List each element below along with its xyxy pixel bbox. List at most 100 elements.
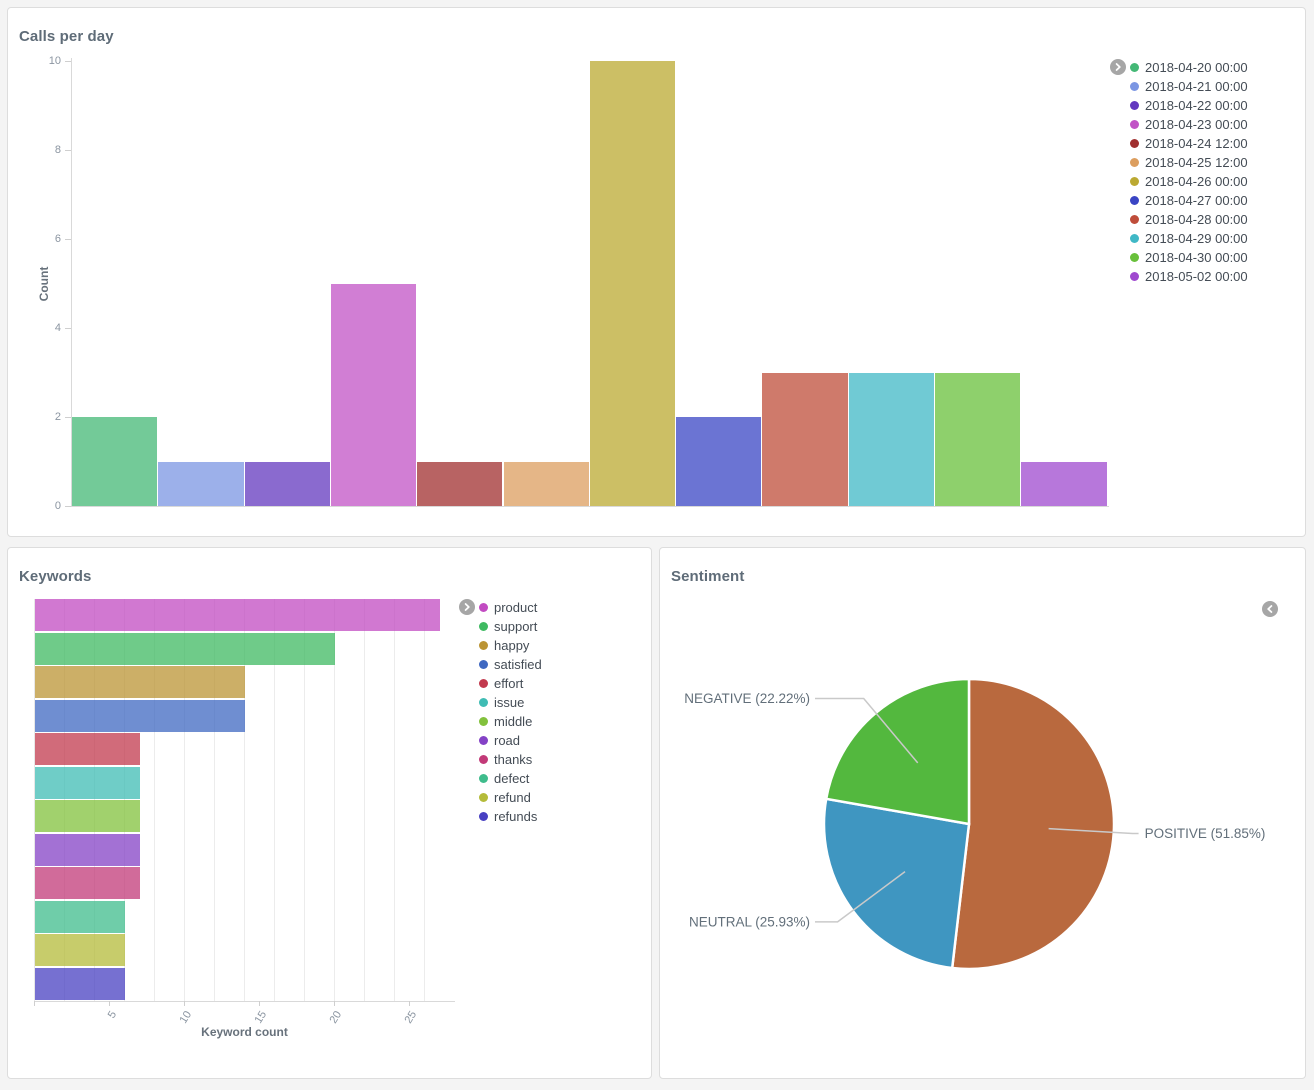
- legend-item-effort[interactable]: effort: [479, 674, 542, 693]
- legend-item-2018-04-20-00-00[interactable]: 2018-04-20 00:00: [1130, 58, 1248, 77]
- bar-2018-04-24-12-00[interactable]: [417, 461, 503, 506]
- legend-item-2018-04-28-00-00[interactable]: 2018-04-28 00:00: [1130, 210, 1248, 229]
- legend-label: refund: [494, 790, 531, 805]
- legend-label: middle: [494, 714, 533, 729]
- bar-2018-04-23-00-00[interactable]: [330, 283, 417, 506]
- pie-slice-positive[interactable]: [950, 677, 1116, 971]
- legend-toggle-button[interactable]: [459, 599, 475, 615]
- legend-dot: [1130, 196, 1139, 205]
- bar-2018-04-30-00-00[interactable]: [935, 372, 1021, 506]
- gridline: [424, 599, 425, 1001]
- keywords-legend: product support happy satisfied effort issue m…: [479, 598, 542, 826]
- legend-toggle-button[interactable]: [1110, 59, 1126, 75]
- legend-label: 2018-04-22 00:00: [1145, 98, 1248, 113]
- legend-item-2018-04-26-00-00[interactable]: 2018-04-26 00:00: [1130, 172, 1248, 191]
- y-tick-label: 2: [54, 411, 61, 423]
- bar-product[interactable]: [35, 599, 440, 631]
- legend-item-2018-04-23-00-00[interactable]: 2018-04-23 00:00: [1130, 115, 1248, 134]
- bar-defect[interactable]: [35, 900, 125, 933]
- y-axis-line: [71, 58, 72, 506]
- bar-2018-04-21-00-00[interactable]: [158, 461, 244, 506]
- legend-label: 2018-04-26 00:00: [1145, 174, 1248, 189]
- legend-label: effort: [494, 676, 524, 691]
- legend-label: issue: [494, 695, 525, 710]
- bar-thanks[interactable]: [35, 867, 140, 899]
- y-tick-label: 8: [54, 144, 61, 156]
- bar-2018-04-20-00-00[interactable]: [72, 417, 158, 506]
- pie-label-leader: [815, 871, 906, 923]
- legend-item-happy[interactable]: happy: [479, 636, 542, 655]
- legend-dot: [1130, 234, 1139, 243]
- y-axis-line: [34, 599, 35, 1001]
- legend-label: thanks: [494, 752, 533, 767]
- bar-middle[interactable]: [35, 800, 140, 832]
- pie-label-neutral: NEUTRAL (25.93%): [689, 914, 810, 929]
- gridline: [214, 599, 215, 1001]
- legend-label: 2018-04-25 12:00: [1145, 155, 1248, 170]
- bar-road[interactable]: [35, 833, 140, 866]
- legend-label: product: [494, 600, 538, 615]
- legend-item-2018-04-29-00-00[interactable]: 2018-04-29 00:00: [1130, 229, 1248, 248]
- bar-issue[interactable]: [35, 766, 140, 799]
- bar-refunds[interactable]: [35, 967, 125, 1000]
- legend-dot: [1130, 120, 1139, 129]
- panel-keywords: Keywords Keyword count product support hap…: [7, 547, 652, 1079]
- legend-label: 2018-04-21 00:00: [1145, 79, 1248, 94]
- legend-item-road[interactable]: road: [479, 731, 542, 750]
- legend-item-2018-04-27-00-00[interactable]: 2018-04-27 00:00: [1130, 191, 1248, 210]
- legend-item-issue[interactable]: issue: [479, 693, 542, 712]
- legend-label: 2018-04-30 00:00: [1145, 250, 1248, 265]
- bar-happy[interactable]: [35, 666, 245, 698]
- legend-dot: [479, 622, 488, 631]
- bar-2018-04-29-00-00[interactable]: [848, 372, 934, 506]
- panel-title-sentiment: Sentiment: [671, 568, 745, 586]
- gridline: [244, 599, 245, 1001]
- x-tick-mark: [184, 1001, 185, 1006]
- legend-item-2018-04-24-12-00[interactable]: 2018-04-24 12:00: [1130, 134, 1248, 153]
- legend-toggle-button[interactable]: [1262, 601, 1278, 617]
- legend-item-2018-05-02-00-00[interactable]: 2018-05-02 00:00: [1130, 267, 1248, 286]
- panel-title-calls-per-day: Calls per day: [19, 28, 114, 46]
- legend-item-refunds[interactable]: refunds: [479, 807, 542, 826]
- bar-support[interactable]: [35, 632, 335, 665]
- chevron-left-icon: [1265, 604, 1275, 614]
- x-tick-mark: [34, 1001, 35, 1006]
- legend-item-2018-04-21-00-00[interactable]: 2018-04-21 00:00: [1130, 77, 1248, 96]
- bar-2018-05-02-00-00[interactable]: [1021, 461, 1107, 506]
- legend-dot: [479, 717, 488, 726]
- bar-2018-04-27-00-00[interactable]: [676, 417, 762, 506]
- pie-label-negative: NEGATIVE (22.22%): [684, 691, 810, 706]
- x-tick-mark: [409, 1001, 410, 1006]
- legend-item-support[interactable]: support: [479, 617, 542, 636]
- gridline: [394, 599, 395, 1001]
- bar-effort[interactable]: [35, 733, 140, 765]
- legend-item-middle[interactable]: middle: [479, 712, 542, 731]
- legend-label: satisfied: [494, 657, 542, 672]
- bar-refund[interactable]: [35, 934, 125, 966]
- bar-satisfied[interactable]: [35, 699, 245, 732]
- pie-slice-negative[interactable]: [824, 677, 971, 826]
- x-axis-title: Keyword count: [201, 1025, 288, 1039]
- legend-item-product[interactable]: product: [479, 598, 542, 617]
- gridline: [274, 599, 275, 1001]
- legend-item-2018-04-22-00-00[interactable]: 2018-04-22 00:00: [1130, 96, 1248, 115]
- y-tick-mark: [65, 150, 71, 151]
- legend-label: refunds: [494, 809, 538, 824]
- bar-2018-04-25-12-00[interactable]: [503, 461, 589, 506]
- legend-item-2018-04-30-00-00[interactable]: 2018-04-30 00:00: [1130, 248, 1248, 267]
- legend-item-defect[interactable]: defect: [479, 769, 542, 788]
- legend-item-2018-04-25-12-00[interactable]: 2018-04-25 12:00: [1130, 153, 1248, 172]
- legend-dot: [1130, 82, 1139, 91]
- y-axis-title: Count: [37, 266, 51, 302]
- legend-item-thanks[interactable]: thanks: [479, 750, 542, 769]
- legend-dot: [479, 641, 488, 650]
- legend-label: happy: [494, 638, 530, 653]
- bar-2018-04-22-00-00[interactable]: [244, 461, 330, 506]
- legend-item-refund[interactable]: refund: [479, 788, 542, 807]
- bar-2018-04-26-00-00[interactable]: [589, 61, 676, 506]
- pie-slice-neutral[interactable]: [822, 797, 971, 970]
- calls-legend: 2018-04-20 00:00 2018-04-21 00:00 2018-04-…: [1130, 58, 1248, 286]
- bar-2018-04-28-00-00[interactable]: [762, 372, 848, 506]
- legend-item-satisfied[interactable]: satisfied: [479, 655, 542, 674]
- legend-dot: [1130, 63, 1139, 72]
